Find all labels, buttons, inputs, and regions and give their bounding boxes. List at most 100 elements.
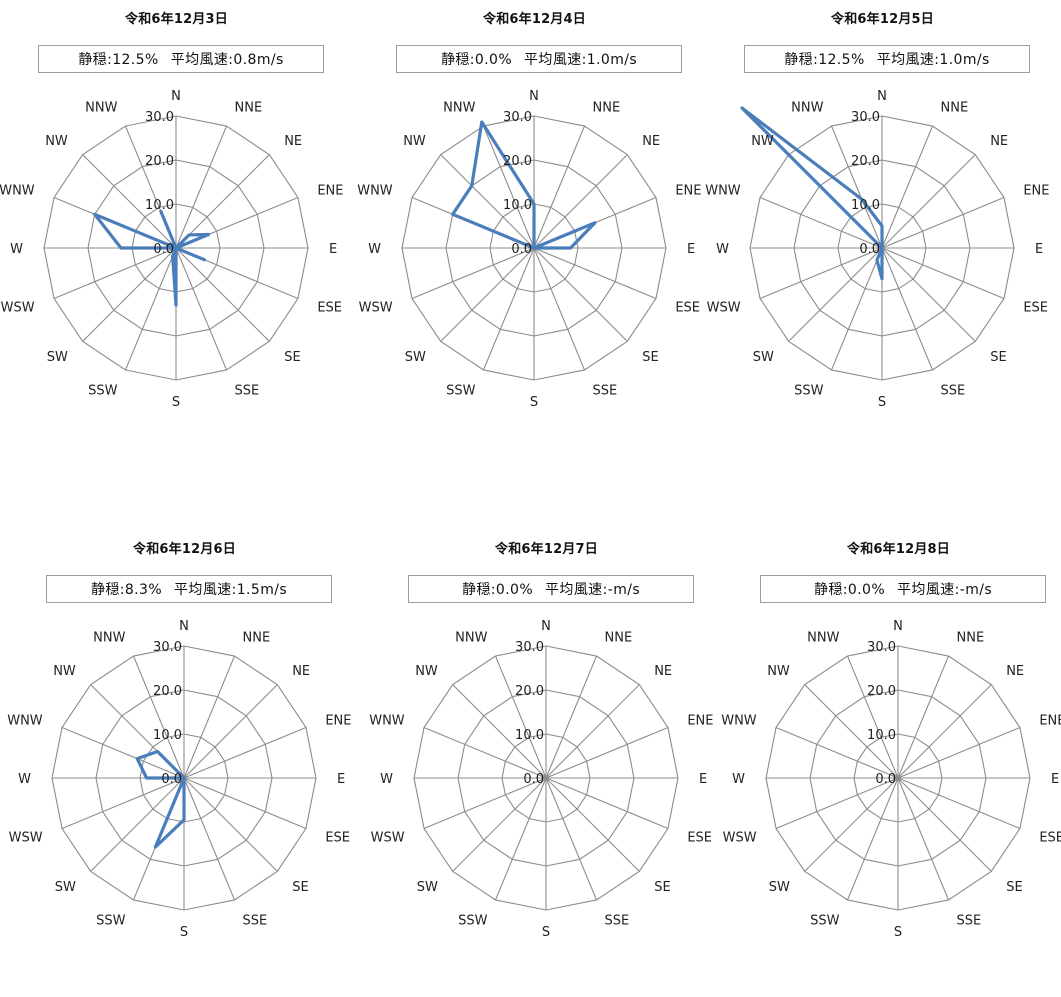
direction-label: W [10, 242, 23, 257]
grid-spoke [61, 726, 185, 779]
grid-spoke [175, 154, 270, 249]
direction-label: SSW [88, 383, 118, 398]
wind-rose-panel: 令和6年12月8日 静穏:0.0% 平均風速:-m/s 0.0 10.0 20.0 3… [721, 530, 1061, 997]
direction-label: NE [292, 664, 310, 679]
grid-spoke [53, 247, 177, 300]
direction-label: NW [767, 664, 790, 679]
direction-label: SE [292, 880, 308, 895]
direction-label: NNE [243, 631, 271, 646]
radar-chart: 0.0 10.0 20.0 30.0 N NNE NE ENE E ESE SE SSE S SSW SW W… [705, 89, 1049, 410]
grid-spoke [175, 247, 270, 342]
radial-tick-label: 20.0 [867, 684, 896, 699]
stats-box: 静穏:0.0% 平均風速:-m/s [760, 575, 1046, 603]
grid-spoke [452, 777, 547, 872]
radial-tick-label: 10.0 [145, 198, 174, 213]
direction-label: NNE [235, 101, 263, 116]
stats-box: 静穏:8.3% 平均風速:1.5m/s [46, 575, 332, 603]
direction-label: NNW [455, 631, 487, 646]
chart-title: 令和6年12月3日 [125, 12, 228, 27]
direction-label: ESE [1023, 301, 1048, 316]
chart-title: 令和6年12月5日 [831, 12, 934, 27]
radar-chart: 0.0 10.0 20.0 30.0 N NNE NE ENE E ESE SE SSE S SSW SW W… [0, 89, 344, 410]
direction-label: WSW [1, 301, 35, 316]
grid-spoke [775, 726, 899, 779]
direction-label: NE [990, 134, 1008, 149]
direction-label: NNE [957, 631, 985, 646]
direction-label: N [529, 89, 539, 104]
grid-spoke [881, 247, 976, 342]
radial-tick-label: 20.0 [851, 154, 880, 169]
grid-spoke [423, 726, 547, 779]
grid-spoke [482, 125, 535, 249]
radar-chart: 0.0 10.0 20.0 30.0 N NNE NE ENE E ESE SE SSE S SSW SW W… [357, 89, 701, 410]
radial-tick-label: 30.0 [145, 110, 174, 125]
direction-label: WNW [705, 183, 741, 198]
grid-spoke [881, 154, 976, 249]
grid-spoke [830, 247, 883, 371]
stats-box: 静穏:12.5% 平均風速:0.8m/s [38, 45, 324, 73]
average-wind-speed: 平均風速:1.0m/s [524, 52, 638, 68]
direction-label: E [1051, 772, 1059, 787]
radial-tick-label: 30.0 [503, 110, 532, 125]
direction-label: WNW [369, 713, 405, 728]
direction-label: ESE [687, 831, 712, 846]
radial-tick-label: 0.0 [875, 772, 896, 787]
grid-spoke [897, 684, 992, 779]
direction-label: WNW [357, 183, 393, 198]
direction-label: SW [417, 880, 438, 895]
chart-title: 令和6年12月8日 [847, 542, 950, 557]
stats-box: 静穏:0.0% 平均風速:-m/s [408, 575, 694, 603]
grid-spoke [175, 125, 228, 249]
direction-label: S [180, 925, 188, 940]
wind-rose-panel: 令和6年12月5日 静穏:12.5% 平均風速:1.0m/s 0.0 10.0 20… [705, 0, 1059, 467]
calm-percentage: 静穏:0.0% [813, 582, 886, 598]
direction-label: NNW [93, 631, 125, 646]
radial-tick-label: 0.0 [511, 242, 532, 257]
data-series-line [93, 209, 211, 307]
grid-spoke [545, 777, 640, 872]
direction-label: SSE [941, 383, 966, 398]
direction-label: NW [751, 134, 774, 149]
direction-label: NE [654, 664, 672, 679]
direction-label: SW [753, 350, 774, 365]
radar-chart: 0.0 10.0 20.0 30.0 N NNE NE ENE E ESE SE SSE S SSW SW W… [721, 619, 1061, 940]
direction-label: SSE [957, 913, 982, 928]
grid-spoke [183, 655, 236, 779]
grid-spoke [545, 726, 669, 779]
chart-title: 令和6年12月7日 [495, 542, 598, 557]
radial-tick-label: 10.0 [851, 198, 880, 213]
radial-tick-label: 10.0 [515, 728, 544, 743]
direction-label: N [179, 619, 189, 634]
direction-label: SW [769, 880, 790, 895]
direction-label: SW [405, 350, 426, 365]
direction-label: NNW [85, 101, 117, 116]
radar-grid [413, 645, 679, 911]
grid-spoke [804, 684, 899, 779]
chart-title: 令和6年12月6日 [133, 542, 236, 557]
direction-label: E [687, 242, 695, 257]
radial-tick-label: 20.0 [153, 684, 182, 699]
grid-spoke [533, 247, 628, 342]
direction-label: SE [654, 880, 670, 895]
radar-chart: 0.0 10.0 20.0 30.0 N NNE NE ENE E ESE SE SSE S SSW SW W… [369, 619, 713, 940]
grid-spoke [846, 777, 899, 901]
grid-spoke [545, 777, 669, 830]
grid-spoke [175, 247, 228, 371]
direction-label: ESE [325, 831, 350, 846]
direction-label: SW [55, 880, 76, 895]
grid-spoke [183, 777, 278, 872]
grid-spoke [881, 125, 934, 249]
direction-label: W [380, 772, 393, 787]
direction-label: WNW [0, 183, 35, 198]
direction-label: ESE [317, 301, 342, 316]
grid-spoke [440, 247, 535, 342]
grid-spoke [804, 777, 899, 872]
direction-label: N [877, 89, 887, 104]
direction-label: WSW [9, 831, 43, 846]
calm-percentage: 静穏:12.5% [784, 52, 865, 68]
radial-tick-label: 0.0 [153, 242, 174, 257]
grid-spoke [881, 247, 1005, 300]
stats-box: 静穏:12.5% 平均風速:1.0m/s [744, 45, 1030, 73]
grid-spoke [124, 247, 177, 371]
radial-tick-label: 30.0 [867, 640, 896, 655]
